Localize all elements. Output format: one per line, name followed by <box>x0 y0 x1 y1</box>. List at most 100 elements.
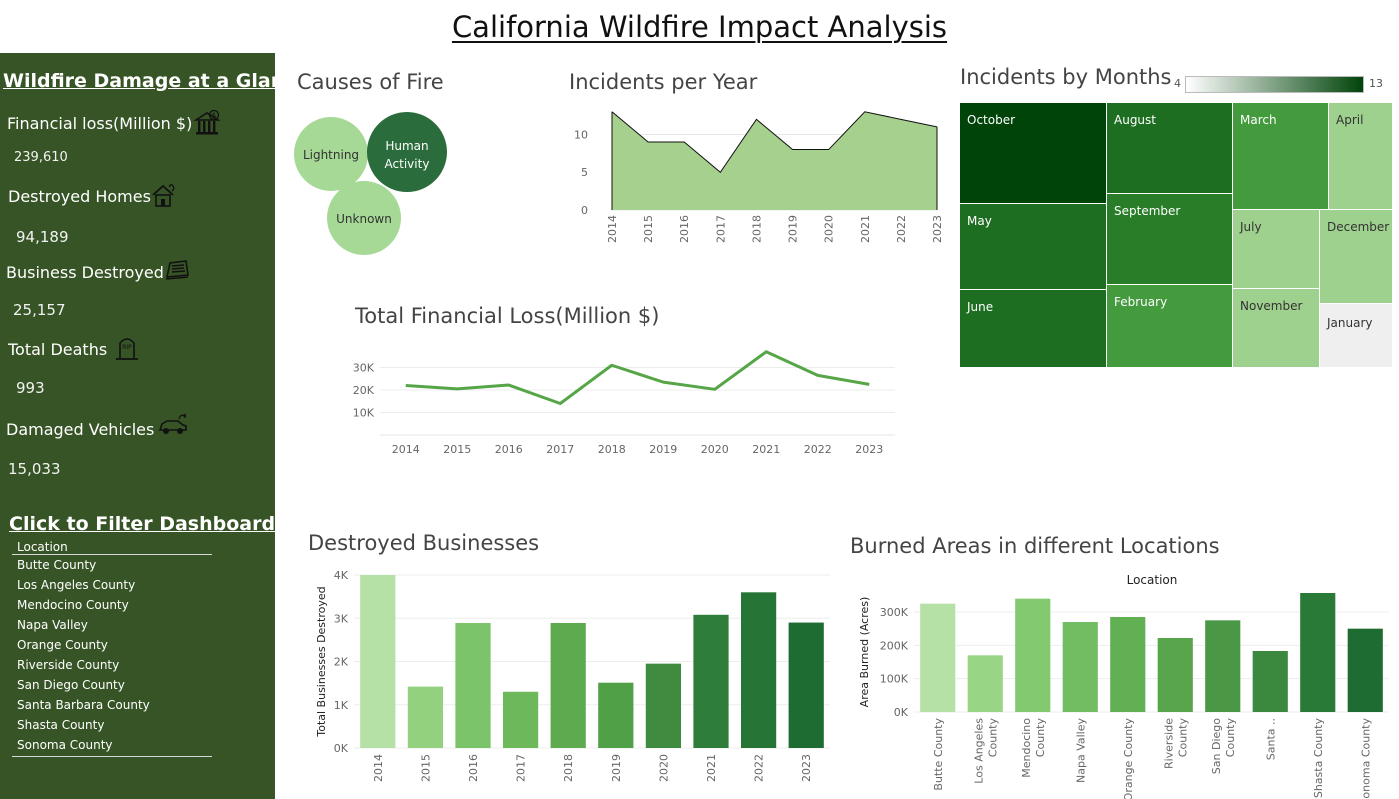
filter-item-napa-valley[interactable]: Napa Valley <box>17 618 88 632</box>
kpi-value-total-deaths: 993 <box>16 379 45 397</box>
area-point[interactable] <box>610 110 614 114</box>
bar-x-tick: 2021 <box>705 754 718 782</box>
filter-item-mendocino-county[interactable]: Mendocino County <box>17 598 129 612</box>
bar[interactable] <box>693 614 729 748</box>
treemap-cell-december[interactable]: December <box>1320 210 1392 303</box>
area-x-tick: 2017 <box>714 215 727 243</box>
destroyed-businesses-title: Destroyed Businesses <box>308 531 540 555</box>
bar[interactable] <box>1252 651 1288 712</box>
bar[interactable] <box>1015 598 1051 712</box>
bar-y-axis-label: Total Businesses Destroyed <box>315 586 328 737</box>
line-point[interactable] <box>815 372 821 378</box>
bar[interactable] <box>1205 620 1241 712</box>
kpi-value-business-destroyed: 25,157 <box>13 301 66 319</box>
bar[interactable] <box>740 592 777 748</box>
area-x-tick: 2019 <box>787 215 800 243</box>
kpi-value-damaged-vehicles: 15,033 <box>8 460 61 478</box>
area-x-tick: 2020 <box>823 215 836 243</box>
line-x-tick: 2023 <box>855 443 883 456</box>
bar-y-tick: 2K <box>334 656 349 669</box>
destroyed-building-icon <box>165 260 189 280</box>
treemap-cell-november[interactable]: November <box>1233 289 1319 367</box>
filter-item-los-angeles-county[interactable]: Los Angeles County <box>17 578 136 592</box>
treemap-cell-march[interactable]: March <box>1233 103 1328 209</box>
area-point[interactable] <box>935 125 939 129</box>
bar-x-tick: 2023 <box>800 754 813 782</box>
filter-item-orange-county[interactable]: Orange County <box>17 638 108 652</box>
bar[interactable] <box>645 663 682 748</box>
bar[interactable] <box>1062 622 1098 712</box>
area-point[interactable] <box>754 117 758 121</box>
bubble-unknown[interactable] <box>327 181 401 255</box>
line-x-tick: 2022 <box>804 443 832 456</box>
bar-x-tick: 2014 <box>372 754 385 782</box>
area-point[interactable] <box>682 140 686 144</box>
bubble-human-activity[interactable] <box>367 112 447 192</box>
area-x-tick: 2014 <box>606 215 619 243</box>
filter-heading: Click to Filter Dashboard <box>9 513 276 535</box>
filter-item-shasta-county[interactable]: Shasta County <box>17 718 105 732</box>
bar[interactable] <box>598 682 634 748</box>
bar[interactable] <box>788 622 824 748</box>
burning-car-icon <box>158 413 187 434</box>
incidents-month-treemap: October August March April May September… <box>960 103 1392 367</box>
area-series-line <box>611 111 938 173</box>
area-point[interactable] <box>863 110 867 114</box>
treemap-cell-february[interactable]: February <box>1107 285 1232 367</box>
filter-item-sonoma-county[interactable]: Sonoma County <box>17 738 113 752</box>
location-filter[interactable]: Location Butte County Los Angeles County… <box>12 540 212 757</box>
treemap-cell-august[interactable]: August <box>1107 103 1232 193</box>
line-point[interactable] <box>866 381 872 387</box>
line-point[interactable] <box>763 349 769 355</box>
bar[interactable] <box>1300 593 1336 712</box>
bar[interactable] <box>550 623 586 748</box>
bar[interactable] <box>920 603 956 712</box>
filter-item-riverside-county[interactable]: Riverside County <box>17 658 120 672</box>
bar[interactable] <box>1110 617 1146 712</box>
filter-item-santa-barbara-county[interactable]: Santa Barbara County <box>17 698 150 712</box>
filter-item-butte-county[interactable]: Butte County <box>17 558 97 572</box>
treemap-cell-july[interactable]: July <box>1233 210 1319 288</box>
sidebar-heading: Wildfire Damage at a Glance <box>3 70 309 92</box>
treemap-cell-may[interactable]: May <box>960 204 1106 289</box>
line-point[interactable] <box>712 386 718 392</box>
area-point[interactable] <box>791 148 795 152</box>
line-point[interactable] <box>660 379 666 385</box>
tombstone-icon: RIP <box>116 338 138 360</box>
area-x-tick: 2016 <box>678 215 691 243</box>
area-y-tick: 0 <box>581 204 588 217</box>
bar[interactable] <box>407 686 444 748</box>
kpi-value-destroyed-homes: 94,189 <box>16 228 69 246</box>
treemap-cell-september[interactable]: September <box>1107 194 1232 284</box>
line-point[interactable] <box>609 362 615 368</box>
bar[interactable] <box>967 655 1003 712</box>
area-point[interactable] <box>646 140 650 144</box>
causes-chart-title: Causes of Fire <box>297 70 444 94</box>
bar[interactable] <box>502 691 539 748</box>
svg-text:$: $ <box>212 112 216 120</box>
bar[interactable] <box>455 623 491 748</box>
line-x-tick: 2016 <box>495 443 523 456</box>
burned-areas-chart: 0K 100K 200K 300K Butte County Los AngelesCou… <box>858 573 1389 799</box>
bubble-lightning[interactable] <box>294 117 368 191</box>
area-point[interactable] <box>899 117 903 121</box>
bar-x-tick: 2018 <box>562 754 575 782</box>
bar[interactable] <box>1347 628 1383 712</box>
filter-item-san-diego-county[interactable]: San Diego County <box>17 678 125 692</box>
line-point[interactable] <box>403 383 409 389</box>
bar[interactable] <box>360 575 396 748</box>
bar-x-tick: 2020 <box>657 754 670 782</box>
burning-house-icon <box>152 184 175 207</box>
line-y-tick: 30K <box>353 362 375 375</box>
svg-text:RIP: RIP <box>122 344 132 351</box>
bar[interactable] <box>1157 638 1193 712</box>
area-point[interactable] <box>827 148 831 152</box>
line-point[interactable] <box>454 386 460 392</box>
treemap-cell-june[interactable]: June <box>960 290 1106 367</box>
treemap-cell-april[interactable]: April <box>1329 103 1392 209</box>
treemap-cell-january[interactable]: January <box>1320 304 1392 367</box>
area-point[interactable] <box>718 170 722 174</box>
line-point[interactable] <box>506 382 512 388</box>
line-point[interactable] <box>557 401 563 407</box>
treemap-cell-october[interactable]: October <box>960 103 1106 203</box>
